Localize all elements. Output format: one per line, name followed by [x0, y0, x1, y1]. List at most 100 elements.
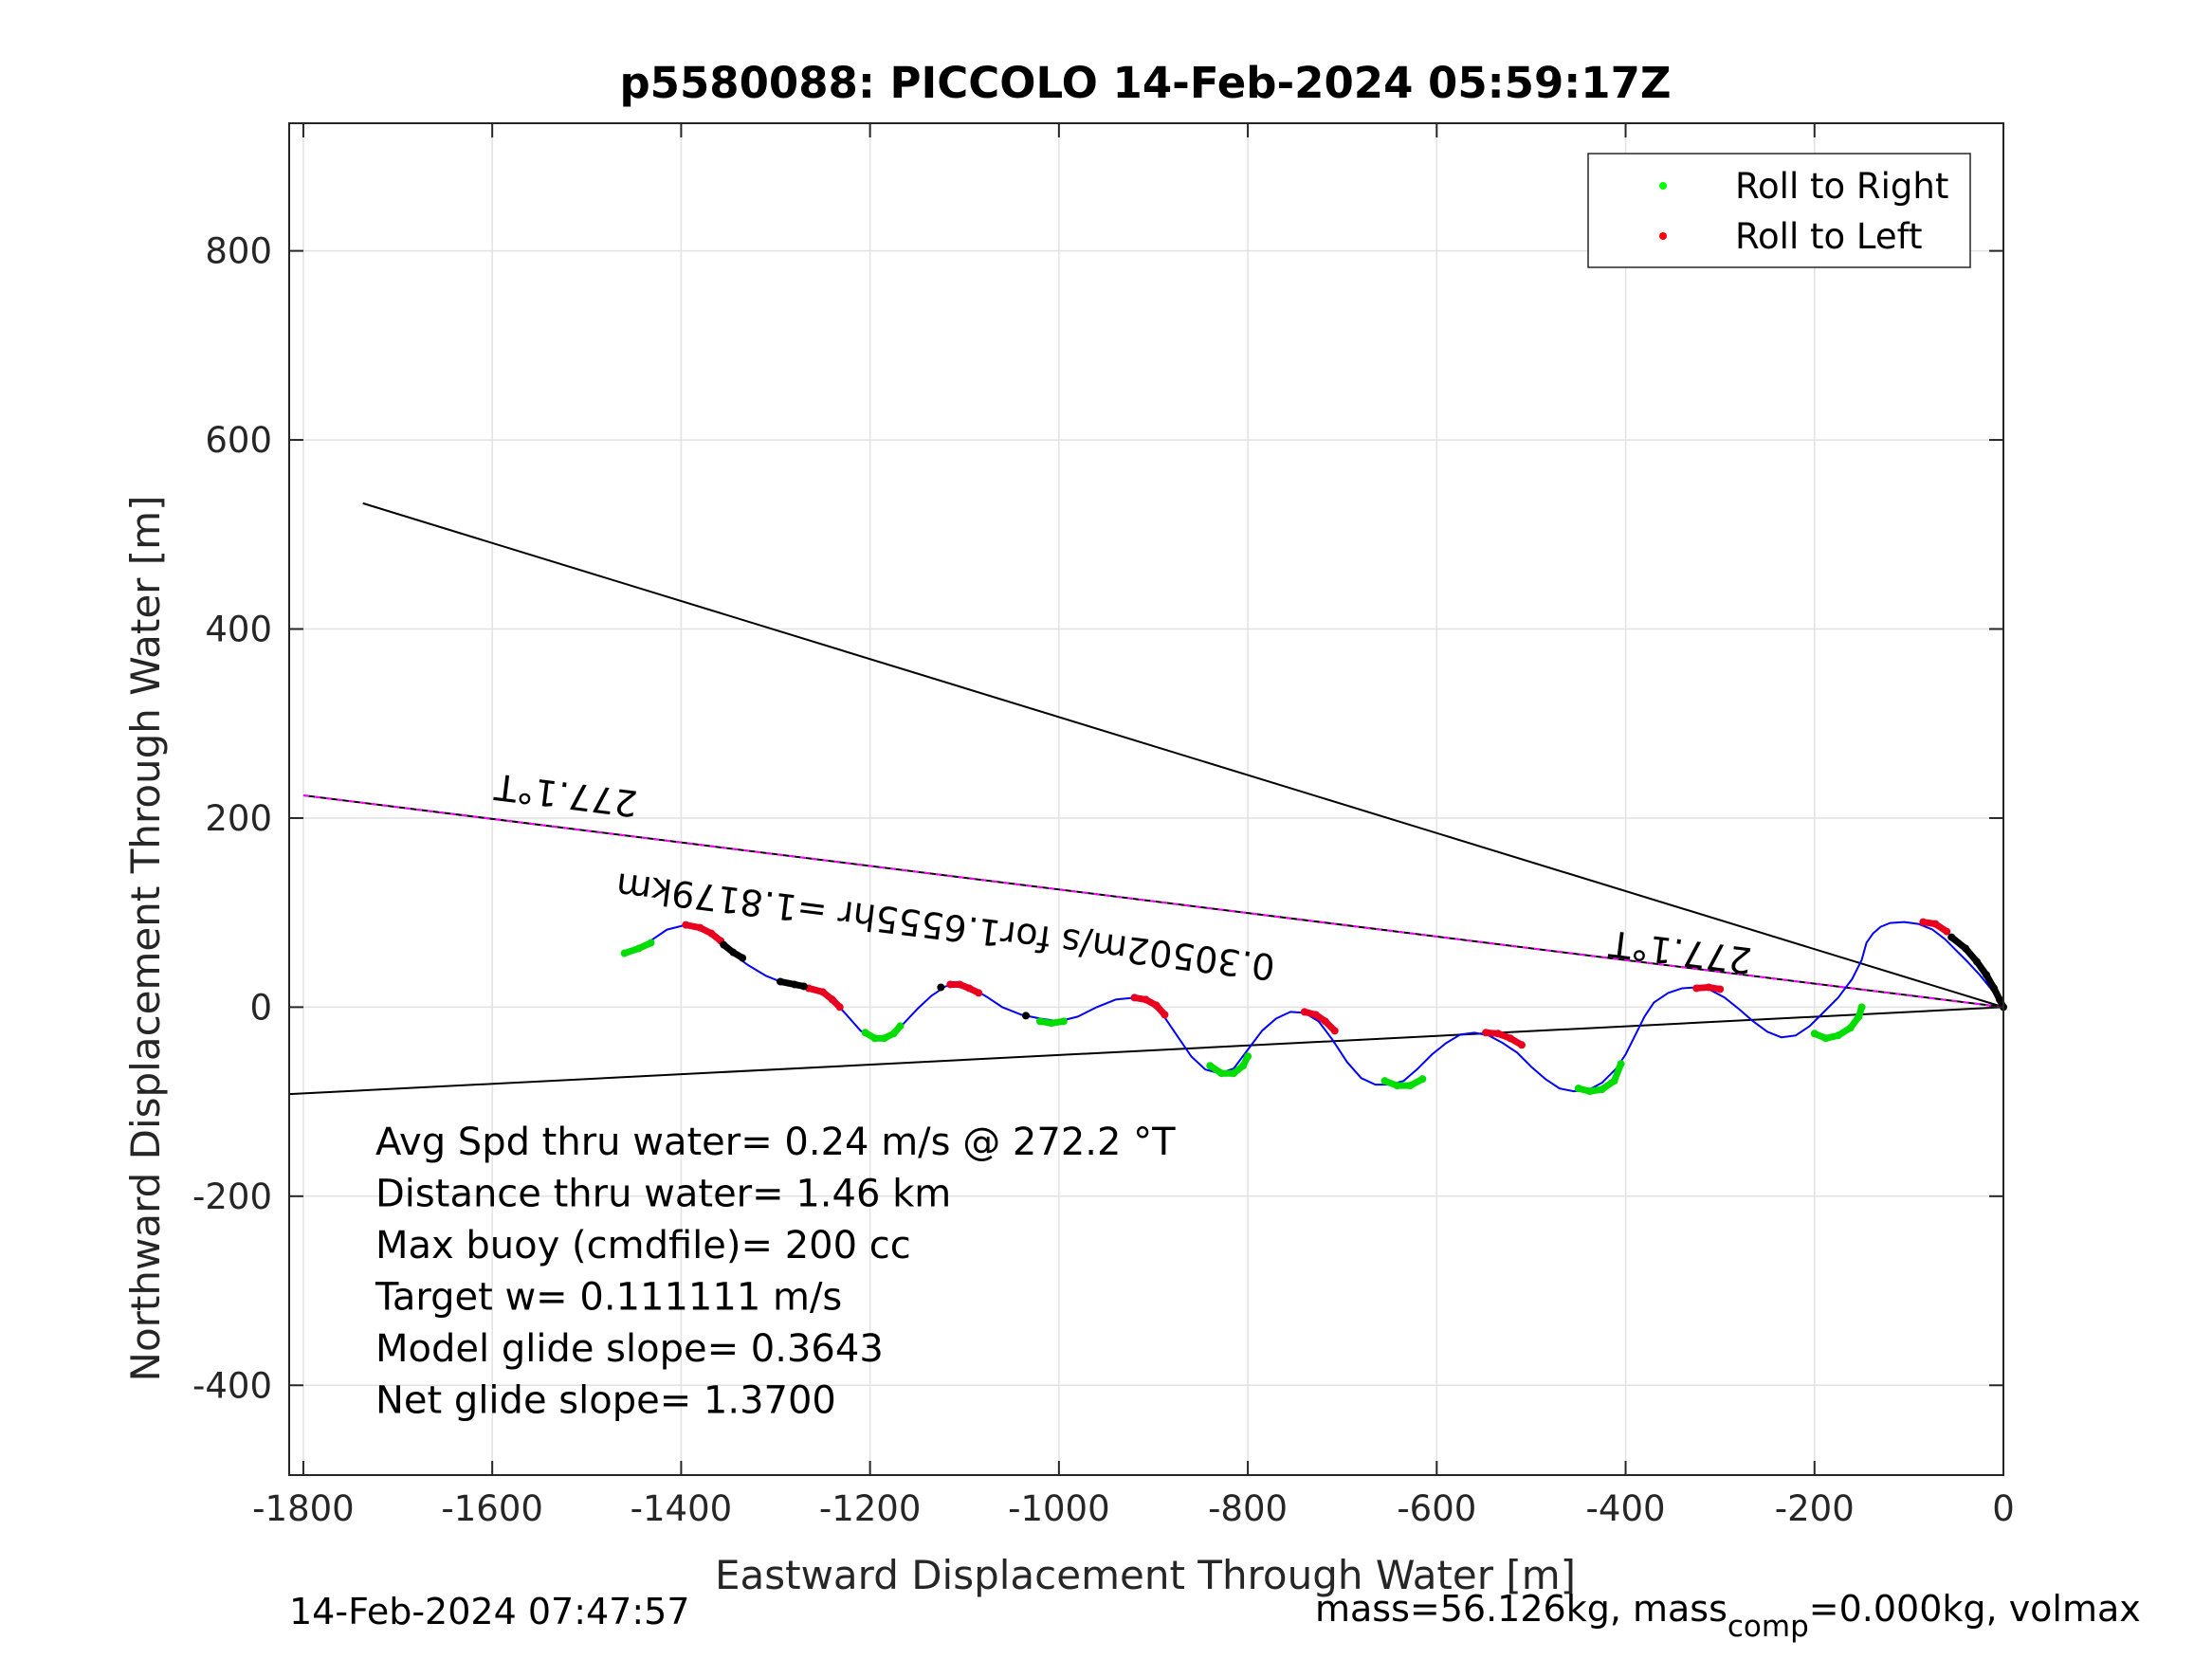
cone-line-1	[288, 1006, 2004, 1096]
surface-point-2-0	[937, 983, 945, 992]
y-axis-label: Northward Displacement Through Water [m]	[122, 496, 169, 1382]
surface-point-4-4	[1990, 984, 1999, 993]
roll-left-segment-point-0-1	[696, 923, 704, 932]
x-tick-label-9: 0	[1992, 1488, 2015, 1529]
footer-mass-prefix: mass=56.126kg, mass	[1315, 1588, 1728, 1630]
roll-right-segment-point-1-1	[870, 1034, 879, 1043]
roll-left-segment-point-2-2	[965, 984, 974, 993]
roll-left-segment-point-5-2	[1507, 1034, 1515, 1043]
surface-point-0-2	[739, 954, 747, 962]
roll-left-segment-0	[682, 921, 724, 945]
roll-left-segment-point-3-1	[1142, 995, 1150, 1004]
roll-left-segment-point-3-2	[1152, 1001, 1161, 1010]
legend-label-1: Roll to Left	[1735, 216, 1923, 257]
roll-right-segment-point-3-1	[1217, 1069, 1226, 1078]
roll-right-segment-point-1-3	[889, 1030, 898, 1038]
roll-left-segment-point-6-2	[1716, 985, 1725, 994]
x-tick-label-7: -400	[1586, 1488, 1666, 1529]
footer-timestamp: 14-Feb-2024 07:47:57	[289, 1591, 690, 1632]
y-tick-label-3: 200	[205, 798, 272, 839]
roll-left-segment-point-3-3	[1161, 1011, 1169, 1019]
x-tick-label-8: -200	[1775, 1488, 1855, 1529]
roll-left-segment-point-4-0	[1300, 1008, 1308, 1016]
x-tick-label-6: -600	[1397, 1488, 1476, 1529]
roll-left-segment-point-1-1	[818, 988, 827, 996]
roll-right-segment-point-0-2	[647, 939, 655, 947]
roll-left-segment-3	[1131, 994, 1168, 1018]
roll-right-segment-point-5-0	[1574, 1085, 1582, 1093]
roll-right-segment-point-1-4	[896, 1022, 905, 1030]
x-axis-label: Eastward Displacement Through Water [m]	[715, 1552, 1576, 1598]
roll-left-segment-point-4-1	[1311, 1011, 1320, 1019]
track-layer	[620, 918, 2007, 1096]
stats-line-0: Avg Spd thru water= 0.24 m/s @ 272.2 °T	[375, 1121, 1176, 1164]
footer-mass-suffix: =0.000kg, volmax	[1809, 1588, 2141, 1630]
stats-line-3: Target w= 0.111111 m/s	[375, 1276, 842, 1320]
y-tick-label-5: 600	[205, 420, 272, 461]
roll-left-segment-point-1-2	[828, 995, 836, 1004]
surface-point-4-5	[1996, 995, 2004, 1004]
roll-left-segment-point-5-1	[1494, 1030, 1503, 1038]
stats-line-4: Model glide slope= 0.3643	[375, 1327, 884, 1371]
roll-right-segment-point-6-5	[1857, 1003, 1866, 1012]
x-tick-label-3: -1200	[819, 1488, 922, 1529]
x-tick-label-1: -1600	[441, 1488, 543, 1529]
stats-line-1: Distance thru water= 1.46 km	[375, 1173, 951, 1216]
roll-right-segment-point-1-0	[861, 1029, 869, 1037]
surface-point-4-2	[1973, 957, 1982, 966]
surface-point-1-2	[799, 982, 808, 991]
roll-left-segment-point-0-0	[682, 921, 690, 929]
legend: Roll to Right Roll to Left	[1587, 153, 1971, 268]
roll-right-segment-point-4-0	[1380, 1077, 1389, 1085]
roll-right-segment-point-3-0	[1206, 1062, 1215, 1070]
roll-left-segment-4	[1301, 1008, 1339, 1034]
x-tick-label-4: -1000	[1008, 1488, 1110, 1529]
roll-right-segment-point-2-0	[1035, 1017, 1044, 1026]
roll-left-segment-point-5-0	[1482, 1029, 1490, 1037]
roll-left-segment-point-3-0	[1130, 994, 1139, 1002]
roll-right-segment-point-4-1	[1393, 1082, 1401, 1090]
stats-line-5: Net glide slope= 1.3700	[375, 1379, 836, 1423]
roll-left-segment-point-7-2	[1943, 927, 1951, 936]
roll-left-segment-point-2-0	[946, 980, 955, 989]
surface-point-4-3	[1983, 971, 1991, 979]
roll-left-segment-point-4-2	[1321, 1017, 1329, 1026]
roll-right-segment-point-4-2	[1406, 1082, 1415, 1090]
footer-mass-sub: comp	[1728, 1610, 1809, 1644]
roll-left-segment-5	[1482, 1029, 1526, 1048]
surface-point-1-1	[790, 980, 798, 989]
roll-left-segment-point-2-1	[956, 980, 964, 989]
chart-title: p5580088: PICCOLO 14-Feb-2024 05:59:17Z	[619, 58, 1671, 108]
legend-label-0: Roll to Right	[1735, 166, 1948, 207]
roll-right-segment-point-2-2	[1059, 1017, 1068, 1026]
roll-right-segment-point-1-2	[880, 1034, 888, 1043]
roll-right-segment-4	[1381, 1075, 1426, 1089]
roll-left-segment-point-6-1	[1705, 983, 1713, 992]
heading-line	[302, 794, 2004, 1009]
roll-right-segment-point-0-0	[620, 949, 629, 957]
surface-point-1-0	[776, 977, 784, 986]
roll-right-segment-point-4-3	[1418, 1075, 1427, 1084]
y-tick-label-1: -200	[192, 1176, 272, 1217]
legend-marker-0	[1659, 182, 1667, 190]
y-tick-label-6: 800	[205, 231, 272, 272]
roll-left-segment-point-2-3	[975, 989, 983, 997]
roll-right-segment-point-2-1	[1047, 1019, 1055, 1028]
stats-text-block: Avg Spd thru water= 0.24 m/s @ 272.2 °T D…	[375, 1121, 1176, 1423]
roll-left-segment-point-1-3	[835, 1003, 844, 1012]
y-tick-label-4: 400	[205, 610, 272, 650]
stats-line-2: Max buoy (cmdfile)= 200 cc	[375, 1224, 911, 1267]
roll-left-segment-1	[805, 984, 844, 1011]
surface-point-4-1	[1962, 944, 1970, 953]
roll-left-segment-point-5-3	[1517, 1041, 1526, 1049]
axes: -1800 -1600 -1400 -1200 -1000 -800 -600 -400 -20…	[192, 122, 2015, 1529]
roll-right-segment-point-3-2	[1230, 1069, 1238, 1078]
cone-line-0	[362, 501, 2004, 1009]
roll-left-segment-point-6-0	[1692, 984, 1701, 993]
roll-right-segment-point-5-1	[1585, 1087, 1594, 1096]
x-tick-label-2: -1400	[631, 1488, 733, 1529]
roll-right-segment-point-6-4	[1855, 1012, 1863, 1021]
roll-left-segment-point-7-0	[1919, 918, 1928, 926]
x-tick-label-5: -800	[1208, 1488, 1288, 1529]
